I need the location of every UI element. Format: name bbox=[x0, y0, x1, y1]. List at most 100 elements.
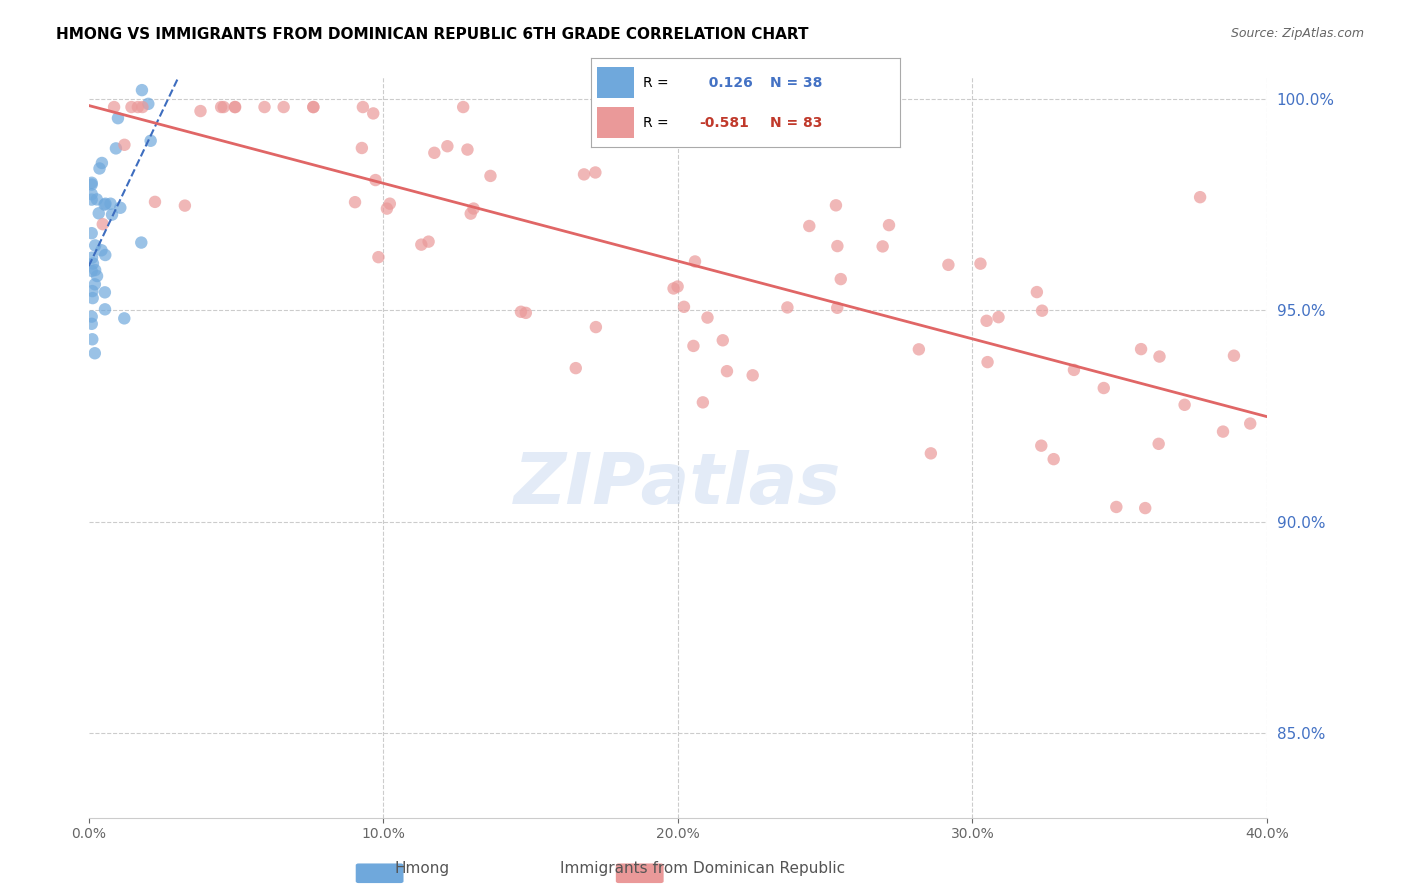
Point bbox=[479, 169, 502, 183]
Bar bbox=[596, 107, 634, 138]
Point bbox=[361, 106, 384, 120]
Point bbox=[583, 165, 606, 179]
Point bbox=[86, 268, 108, 283]
Point bbox=[136, 96, 159, 111]
Point bbox=[101, 208, 124, 222]
Point bbox=[456, 143, 478, 157]
Point bbox=[143, 194, 166, 209]
Point bbox=[1092, 381, 1115, 395]
Point bbox=[460, 207, 482, 221]
Point bbox=[82, 284, 104, 298]
Bar bbox=[596, 67, 634, 98]
Point bbox=[515, 306, 537, 320]
Point bbox=[920, 446, 942, 460]
Point bbox=[682, 339, 704, 353]
Point bbox=[129, 235, 152, 250]
Point bbox=[1135, 501, 1157, 516]
Point bbox=[375, 202, 398, 216]
Point bbox=[344, 195, 367, 210]
Point bbox=[411, 237, 433, 252]
Point bbox=[224, 100, 246, 114]
Point bbox=[90, 156, 112, 170]
Point bbox=[90, 244, 112, 258]
Point bbox=[80, 310, 103, 324]
Point bbox=[139, 134, 162, 148]
Point bbox=[350, 141, 373, 155]
Point bbox=[711, 333, 734, 347]
Point bbox=[83, 346, 105, 360]
Point bbox=[1239, 417, 1261, 431]
Point bbox=[1174, 398, 1197, 412]
Point bbox=[378, 196, 401, 211]
Point bbox=[1130, 342, 1153, 356]
Point bbox=[87, 206, 110, 220]
Point bbox=[80, 251, 103, 265]
Point bbox=[273, 100, 295, 114]
Point bbox=[741, 368, 763, 383]
Point bbox=[510, 305, 533, 319]
Point bbox=[666, 279, 689, 293]
Point bbox=[683, 254, 706, 268]
Point bbox=[696, 310, 718, 325]
Point bbox=[84, 263, 107, 277]
Point bbox=[82, 291, 104, 305]
Point bbox=[776, 301, 799, 315]
Point bbox=[1031, 303, 1053, 318]
Point bbox=[82, 332, 104, 346]
Point bbox=[80, 264, 103, 278]
Point bbox=[1212, 425, 1234, 439]
Point bbox=[131, 100, 153, 114]
Point bbox=[80, 226, 103, 240]
Point bbox=[80, 176, 103, 190]
Point bbox=[94, 285, 117, 300]
Point bbox=[84, 238, 107, 252]
Point bbox=[423, 145, 446, 160]
Point bbox=[827, 239, 849, 253]
Point bbox=[938, 258, 960, 272]
Point bbox=[110, 201, 132, 215]
Point bbox=[1223, 349, 1246, 363]
Point bbox=[716, 364, 738, 378]
Point bbox=[799, 219, 821, 233]
Point bbox=[364, 173, 387, 187]
Point bbox=[94, 196, 117, 211]
Point bbox=[80, 187, 103, 202]
Point bbox=[585, 320, 607, 334]
Point bbox=[94, 248, 117, 262]
Point bbox=[93, 197, 115, 211]
Text: ZIPatlas: ZIPatlas bbox=[515, 450, 842, 519]
Point bbox=[679, 100, 702, 114]
Text: Hmong: Hmong bbox=[394, 861, 450, 876]
Point bbox=[224, 100, 246, 114]
Point bbox=[107, 111, 129, 125]
Point bbox=[657, 117, 679, 131]
Point bbox=[825, 198, 848, 212]
Point bbox=[352, 100, 374, 114]
Point bbox=[367, 250, 389, 264]
Point bbox=[80, 178, 103, 192]
Point bbox=[565, 361, 588, 376]
Point bbox=[672, 300, 695, 314]
Text: R =: R = bbox=[643, 76, 669, 90]
Point bbox=[825, 301, 848, 315]
Point bbox=[987, 310, 1010, 325]
Point bbox=[436, 139, 458, 153]
Text: 0.126: 0.126 bbox=[699, 76, 752, 90]
Point bbox=[1147, 437, 1170, 451]
Point bbox=[121, 100, 143, 114]
Point bbox=[83, 277, 105, 292]
Point bbox=[1105, 500, 1128, 514]
Point bbox=[100, 196, 122, 211]
Text: HMONG VS IMMIGRANTS FROM DOMINICAN REPUBLIC 6TH GRADE CORRELATION CHART: HMONG VS IMMIGRANTS FROM DOMINICAN REPUB… bbox=[56, 27, 808, 42]
Point bbox=[1063, 363, 1085, 377]
Point bbox=[114, 137, 136, 152]
Text: Source: ZipAtlas.com: Source: ZipAtlas.com bbox=[1230, 27, 1364, 40]
Point bbox=[969, 257, 991, 271]
Point bbox=[1025, 285, 1047, 299]
Text: Immigrants from Dominican Republic: Immigrants from Dominican Republic bbox=[561, 861, 845, 876]
Point bbox=[89, 161, 111, 176]
Text: R =: R = bbox=[643, 116, 669, 130]
Point bbox=[209, 100, 232, 114]
Point bbox=[173, 199, 195, 213]
Point bbox=[572, 168, 595, 182]
